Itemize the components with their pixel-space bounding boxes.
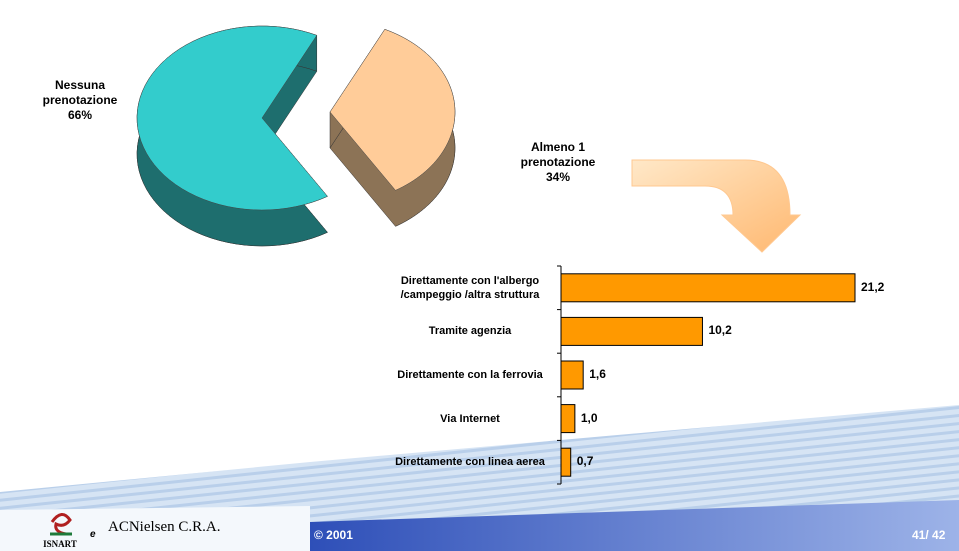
slice-label: Nessuna prenotazione 66% (20, 78, 140, 123)
category-label: Via Internet (440, 412, 500, 425)
value-label: 1,6 (589, 367, 606, 381)
bar (560, 447, 572, 477)
copyright: © 2001 (314, 528, 353, 542)
slice-value: 66% (67, 108, 93, 122)
category-label: Direttamente con l'albergo /campeggio /a… (400, 274, 540, 301)
page-number: 41/ 42 (912, 528, 946, 542)
bar (560, 360, 584, 390)
logo-text: ISNART (43, 539, 77, 549)
value-label: 21,2 (861, 279, 885, 294)
logo-area (0, 506, 310, 551)
flow-arrow (631, 159, 802, 253)
pie-chart (136, 25, 456, 247)
value-label: 0,7 (576, 454, 594, 469)
bar-chart (557, 265, 856, 485)
category-label: Direttamente con linea aerea (395, 456, 545, 469)
footer-band (310, 500, 959, 551)
pie-slice (136, 25, 328, 211)
value-label: 10,2 (708, 323, 732, 338)
slice-name: Almeno 1 prenotazione (520, 140, 596, 169)
isnart-logo (50, 513, 72, 536)
connector: e (90, 529, 96, 540)
value-label: 1,0 (580, 410, 598, 425)
bar (560, 316, 703, 346)
bar (560, 404, 576, 434)
pie-slice (329, 29, 456, 191)
logo-text: ACNielsen C.R.A. (108, 519, 221, 535)
slice-label: Almeno 1 prenotazione 34% (510, 140, 606, 185)
bar (560, 273, 856, 303)
category-label: Direttamente con la ferrovia (397, 369, 543, 381)
slice-name: Nessuna prenotazione (42, 78, 118, 107)
category-label: Tramite agenzia (428, 325, 512, 338)
slice-value: 34% (545, 170, 571, 184)
